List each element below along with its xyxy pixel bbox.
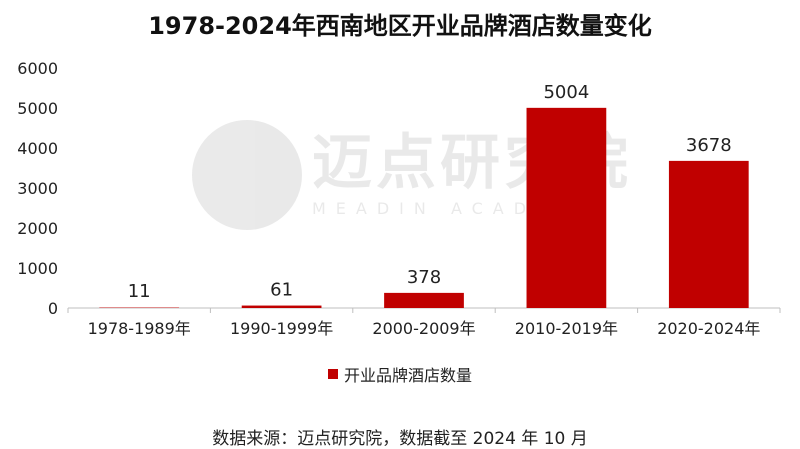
x-tick-label: 1990-1999年 <box>230 319 333 338</box>
y-tick-label: 6000 <box>17 59 58 78</box>
bar <box>669 161 749 308</box>
source-note: 数据来源：迈点研究院，数据截至 2024 年 10 月 <box>0 424 800 449</box>
bar <box>242 306 322 308</box>
y-tick-label: 0 <box>48 299 58 318</box>
y-tick-label: 1000 <box>17 259 58 278</box>
x-tick-label: 2010-2019年 <box>515 319 618 338</box>
y-tick-label: 4000 <box>17 139 58 158</box>
bar <box>384 293 464 308</box>
y-tick-label: 5000 <box>17 99 58 118</box>
x-tick-label: 2000-2009年 <box>372 319 475 338</box>
y-tick-label: 3000 <box>17 179 58 198</box>
data-label: 5004 <box>543 82 589 103</box>
legend: 开业品牌酒店数量 <box>0 362 800 386</box>
data-label: 61 <box>270 280 293 301</box>
y-tick-label: 2000 <box>17 219 58 238</box>
bar <box>527 108 607 308</box>
x-tick-label: 2020-2024年 <box>657 319 760 338</box>
data-label: 378 <box>407 267 441 288</box>
legend-swatch <box>328 369 338 379</box>
data-label: 11 <box>128 281 151 302</box>
legend-label: 开业品牌酒店数量 <box>344 362 472 386</box>
data-label: 3678 <box>686 135 732 156</box>
x-tick-label: 1978-1989年 <box>88 319 191 338</box>
